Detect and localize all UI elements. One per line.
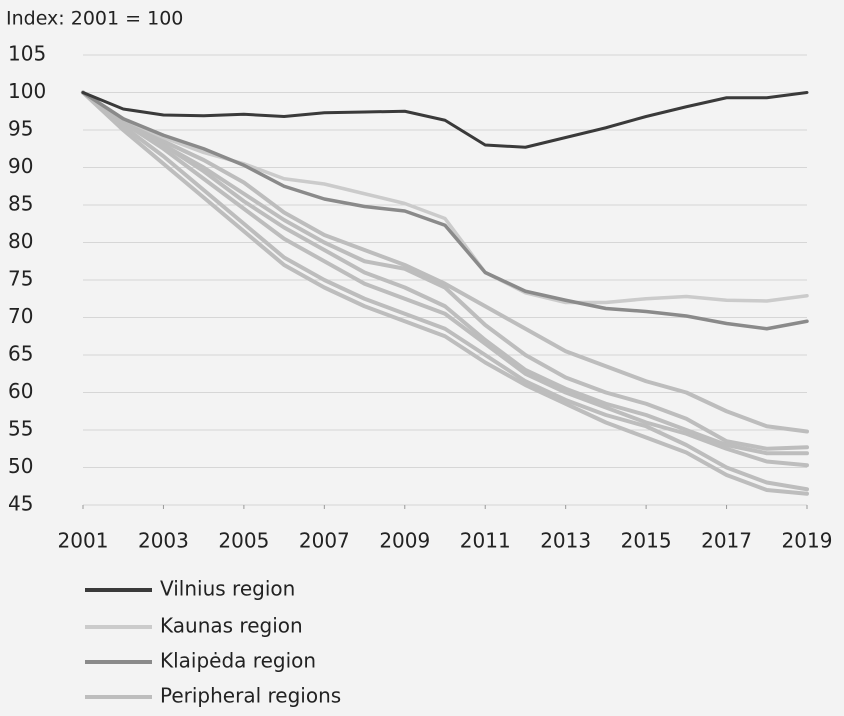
line [81,90,809,468]
line [81,91,809,149]
x-tick-label: 2015 [621,529,672,553]
y-tick-label: 55 [8,417,33,441]
legend-label: Kaunas region [160,614,303,638]
chart-title: Index: 2001 = 100 [6,8,183,30]
x-tick-label: 2013 [540,529,591,553]
line [81,90,809,331]
y-tick-label: 60 [8,379,33,403]
line [81,90,809,456]
x-tick-label: 2009 [379,529,430,553]
y-tick-label: 105 [8,42,46,66]
line [81,90,809,451]
line [81,90,809,305]
x-tick-label: 2001 [58,529,109,553]
line [81,90,809,496]
legend-label: Klaipėda region [160,649,316,673]
y-tick-label: 45 [8,492,33,516]
legend-label: Peripheral regions [160,684,341,708]
x-tick-label: 2011 [460,529,511,553]
y-tick-label: 90 [8,154,33,178]
x-tick-label: 2019 [782,529,833,553]
y-tick-label: 75 [8,267,33,291]
legend-label: Vilnius region [160,577,295,601]
y-tick-label: 70 [8,304,33,328]
line [81,90,809,434]
y-tick-label: 85 [8,192,33,216]
y-tick-label: 95 [8,117,33,141]
y-tick-label: 80 [8,229,33,253]
y-tick-label: 65 [8,342,33,366]
y-tick-label: 50 [8,454,33,478]
x-tick-label: 2003 [138,529,189,553]
x-tick-label: 2017 [701,529,752,553]
line [81,90,809,492]
y-tick-label: 100 [8,79,46,103]
x-tick-label: 2007 [299,529,350,553]
x-tick-label: 2005 [218,529,269,553]
